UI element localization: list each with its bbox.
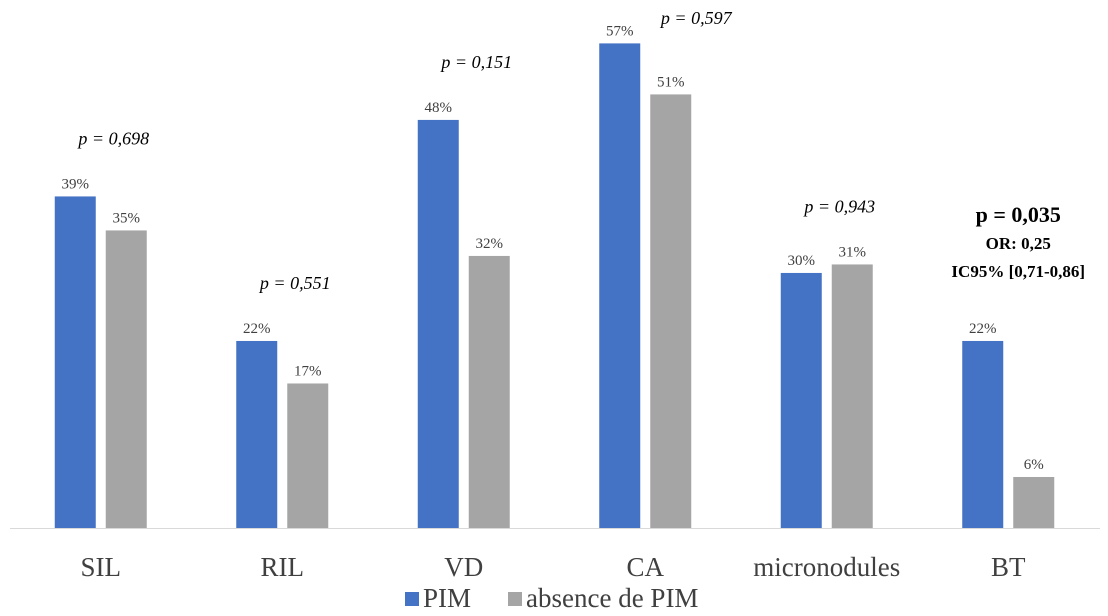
- legend-label-absence-de-pim: absence de PIM: [526, 583, 698, 613]
- value-label-pim-sil: 39%: [62, 176, 90, 192]
- p-value-micronodules: p = 0,943: [802, 196, 875, 216]
- bar-pim-vd: [417, 119, 459, 528]
- legend: PIM absence de PIM: [405, 583, 698, 613]
- value-label-absence-de-pim-vd: 32%: [476, 236, 504, 252]
- bar-absence-de-pim-ca: [650, 94, 692, 529]
- value-label-absence-de-pim-bt: 6%: [1024, 457, 1044, 473]
- category-label-ril: RIL: [261, 552, 305, 582]
- category-label-ca: CA: [626, 552, 664, 582]
- value-label-pim-ca: 57%: [606, 23, 634, 39]
- p-value-sil: p = 0,698: [76, 128, 149, 148]
- legend-swatch-pim: [405, 592, 419, 606]
- category-label-sil: SIL: [81, 552, 122, 582]
- value-label-absence-de-pim-sil: 35%: [113, 210, 141, 226]
- value-label-absence-de-pim-ril: 17%: [294, 363, 322, 379]
- legend-label-pim: PIM: [423, 583, 471, 613]
- p-value-bt-line-1: OR: 0,25: [986, 234, 1051, 253]
- bar-absence-de-pim-vd: [468, 255, 510, 528]
- p-value-ca: p = 0,597: [659, 8, 733, 28]
- value-label-pim-ril: 22%: [243, 321, 271, 337]
- value-label-absence-de-pim-micronodules: 31%: [839, 244, 867, 260]
- category-label-bt: BT: [991, 552, 1026, 582]
- bar-absence-de-pim-micronodules: [831, 264, 873, 528]
- bar-pim-bt: [962, 340, 1004, 528]
- p-value-vd: p = 0,151: [439, 52, 512, 72]
- bar-absence-de-pim-sil: [105, 230, 147, 528]
- value-label-pim-vd: 48%: [425, 100, 453, 116]
- category-label-micronodules: micronodules: [753, 552, 900, 582]
- bar-absence-de-pim-ril: [287, 383, 329, 528]
- category-labels-group: SIL RIL VD CA micronodules BT: [81, 552, 1027, 582]
- value-labels-group: 39% 35% 22% 17% 48% 32% 57% 51% 30% 31% 22% 6%: [62, 23, 1044, 473]
- legend-swatch-absence-de-pim: [508, 592, 522, 606]
- bars-group: [54, 43, 1055, 529]
- p-value-bt-line-2: IC95% [0,71-0,86]: [951, 262, 1085, 281]
- bar-pim-ca: [599, 43, 641, 528]
- value-label-absence-de-pim-ca: 51%: [657, 74, 685, 90]
- bar-pim-micronodules: [780, 272, 822, 528]
- bar-absence-de-pim-bt: [1013, 476, 1055, 528]
- bar-pim-ril: [236, 340, 278, 528]
- category-label-vd: VD: [444, 552, 483, 582]
- value-label-pim-micronodules: 30%: [788, 253, 816, 269]
- p-value-ril: p = 0,551: [258, 273, 331, 293]
- value-label-pim-bt: 22%: [969, 321, 997, 337]
- p-value-annotations-group: p = 0,698 p = 0,551 p = 0,151 p = 0,597 p = …: [76, 8, 1085, 293]
- p-value-bt: p = 0,035: [976, 202, 1061, 227]
- bar-pim-sil: [54, 196, 96, 528]
